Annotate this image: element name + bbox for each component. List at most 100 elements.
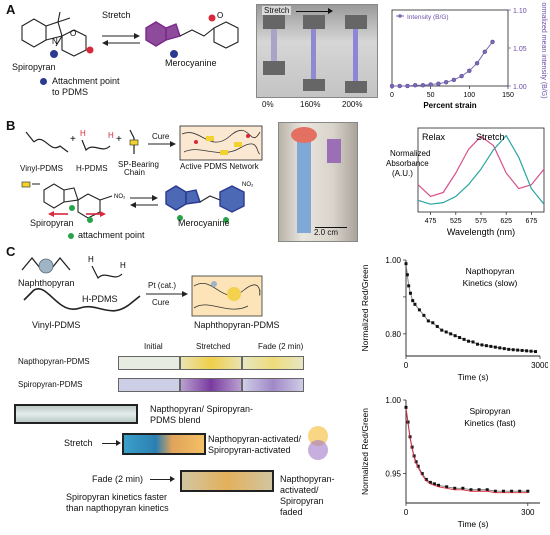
y-axis-title-b-2: Absorbance: [386, 159, 429, 168]
data-point-a-0: [389, 83, 395, 89]
strip-spiropyran-fade: [242, 378, 304, 392]
sample-160: [311, 29, 316, 79]
data-point-3-17: [485, 488, 489, 492]
scalebar-line: [315, 227, 347, 228]
strip-header-fade: Fade (2 min): [258, 342, 304, 351]
reagent-sp-chain-line2: Chain: [124, 168, 145, 177]
strip-napthopyran-fade: [242, 356, 304, 370]
data-point-3-13: [453, 486, 457, 490]
naphthopyran-pdms-box: [191, 275, 263, 317]
data-point-2-3: [408, 291, 412, 295]
data-point-a-8: [451, 77, 457, 83]
photo-stretch-arrow: [296, 11, 330, 12]
x-tick-label-2-0: 0: [404, 361, 409, 370]
faded-label-line4: faded: [280, 507, 303, 517]
strip-napthopyran-stretched: [180, 356, 242, 370]
data-point-2-14: [453, 334, 457, 338]
clamp-top-3: [345, 15, 367, 29]
x-tick-label-b-4: 675: [526, 218, 538, 225]
activated-label-line2: Spiropyran-activated: [208, 445, 291, 455]
data-point-a-3: [413, 83, 418, 88]
stretch-label-a: Stretch: [102, 10, 131, 20]
reagent-vinyl-pdms: Vinyl-PDMS: [20, 164, 63, 173]
red-marker-spiro: [86, 46, 94, 54]
n-atom-label: N: [52, 37, 58, 46]
sp-chain-structure: [129, 129, 135, 154]
data-point-2-18: [471, 340, 475, 344]
y-tick-label-2-0: 0.80: [385, 330, 401, 339]
data-point-3-14: [461, 486, 465, 490]
y-axis-title-b-3: (A.U.): [392, 169, 413, 178]
photo-stretch-arrowhead: [328, 8, 333, 14]
svg-text:NO₂: NO₂: [114, 194, 126, 200]
merocyanine-label-a: Merocyanine: [165, 58, 217, 68]
naphthopyran-synthesis-scheme: H H: [21, 255, 263, 317]
chart-spiropyran-kinetics: 0 300 0.95 1.00 Time (s) Normalized Red/Green…: [360, 396, 540, 529]
y-axis-title-a: Normalized mean intensity (B/G): [540, 2, 547, 99]
activated-strip: [122, 433, 206, 455]
data-point-2-9: [431, 321, 435, 325]
data-point-3-19: [501, 489, 505, 493]
legend-label-a: Intensity (B/G): [407, 14, 449, 21]
strip-napthopyran-initial: [118, 356, 180, 370]
data-point-a-9: [459, 73, 464, 79]
x-axis-title-b: Wavelength (nm): [447, 227, 515, 237]
legend-marker-a: [398, 14, 402, 18]
fade-arrow-c: [150, 479, 172, 480]
data-point-3-11: [436, 483, 440, 487]
x-tick-label-a-3: 150: [502, 92, 514, 99]
red-marker-mero: [208, 14, 216, 22]
attachment-legend-dot-b: [68, 233, 74, 239]
data-point-a-4: [420, 83, 426, 88]
chart-title-3-2: Kinetics (fast): [464, 418, 516, 428]
attachment-legend-line1: Attachment point: [52, 76, 120, 86]
svg-text:H: H: [120, 261, 126, 270]
x-tick-label-b-1: 525: [450, 218, 462, 225]
panel-a-letter: A: [6, 2, 16, 17]
svg-text:+: +: [116, 134, 122, 145]
data-point-a-2: [405, 83, 410, 89]
spiropyran-merocyanine-scheme: N O O: [21, 11, 239, 58]
x-tick-label-2-1: 3000: [531, 361, 548, 370]
data-point-a-1: [397, 83, 402, 89]
faded-label-line1: Napthopyran-: [280, 474, 335, 484]
data-point-3-21: [518, 489, 522, 493]
data-point-3-5: [414, 460, 418, 464]
data-point-2-1: [405, 273, 409, 277]
attachment-dot-mero: [170, 50, 178, 58]
spiropyran-structure: [21, 11, 87, 57]
data-point-2-7: [422, 313, 426, 317]
kinetics-note-line2: than napthopyran kinetics: [66, 503, 169, 513]
red-ball: [291, 127, 317, 143]
strip-spiropyran-initial: [118, 378, 180, 392]
chart-title-3-1: Spiropyran: [469, 406, 510, 416]
data-point-3-16: [477, 488, 481, 492]
data-point-a-11: [474, 61, 480, 66]
spectrum-line-stretch: [417, 134, 545, 205]
fade-label-c: Fade (2 min): [92, 474, 144, 484]
data-point-a-10: [467, 68, 472, 74]
clamp-bottom-3: [345, 81, 367, 93]
data-point-a-5: [428, 82, 433, 87]
strain-label-160: 160%: [300, 100, 321, 109]
sample-photo-b: [278, 122, 358, 242]
attachment-legend-b: attachment point: [78, 230, 145, 240]
faded-label-line2: activated/: [280, 485, 319, 495]
activated-sphere: [227, 287, 241, 301]
chart-napthopyran-kinetics: 0 3000 0.80 1.00 Time (s) Normalized Red/Gree…: [360, 256, 548, 382]
x-axis-title-2: Time (s): [458, 372, 489, 382]
stretch-photo: [256, 4, 378, 98]
photo-stretch-label: Stretch: [262, 6, 292, 15]
data-point-2-16: [462, 337, 466, 341]
fit-curve-red: [405, 408, 528, 494]
x-tick-label-a-2: 100: [463, 92, 475, 99]
svg-text:H: H: [80, 129, 86, 138]
clamp-bottom-1: [263, 61, 285, 75]
data-point-a-6: [436, 81, 441, 86]
o-atom-label: O: [70, 29, 76, 38]
strip-header-initial: Initial: [144, 342, 163, 351]
naphthopyran-label: Naphthopyran: [18, 278, 75, 288]
merocyanine-structure: [145, 21, 181, 47]
chart-absorbance-spectrum: 475 525 575 625 675 Wavelength (nm) Normalized…: [386, 127, 545, 237]
